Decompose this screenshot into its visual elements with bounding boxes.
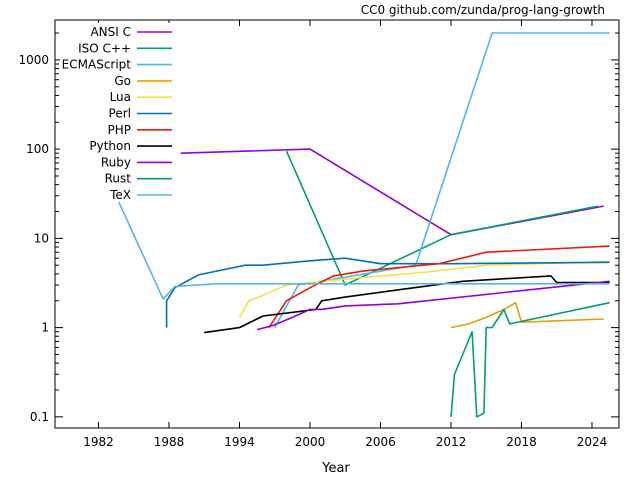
y-tick-label: 10 (34, 231, 49, 245)
legend-label: Python (89, 139, 131, 153)
legend-label: ANSI C (90, 25, 131, 39)
x-tick-label: 2024 (577, 435, 608, 449)
legend-label: ISO C++ (78, 41, 131, 55)
chart-credit: CC0 github.com/zunda/prog-lang-growth (361, 3, 605, 17)
legend-label: Rust (105, 172, 132, 186)
legend-bg (60, 169, 180, 186)
y-tick-label: 0.1 (30, 410, 49, 424)
legend-bg (60, 23, 180, 39)
legend-label: Go (114, 74, 131, 88)
legend-bg (60, 71, 180, 88)
x-tick-label: 1994 (224, 435, 255, 449)
legend: ANSI C ISO C++ ECMAScript Go Lua Perl PHP Pytho… (60, 23, 180, 202)
x-tick-label: 2018 (506, 435, 537, 449)
legend-bg (60, 153, 180, 170)
legend-bg (60, 104, 180, 121)
legend-bg (60, 186, 180, 202)
series-line-tex (97, 157, 610, 300)
legend-label: Ruby (101, 155, 131, 169)
series-line-iso-c- (285, 150, 599, 286)
series-line-go (450, 301, 604, 329)
legend-bg (60, 88, 180, 105)
plot-frame (54, 19, 620, 429)
legend-label: Perl (109, 107, 131, 121)
y-tick-label: 100 (26, 142, 49, 156)
x-axis-label: Year (321, 461, 350, 476)
series-line-ansi-c (180, 148, 604, 236)
series-layer (97, 32, 610, 418)
legend-label: TeX (109, 188, 131, 202)
legend-bg (60, 39, 180, 56)
x-tick-label: 2012 (436, 435, 467, 449)
series-line-php (268, 245, 610, 329)
axes-layer: 1982 1988 1994 2000 2006 2012 2018 2024 0.1 1 10 10… (18, 20, 619, 449)
legend-label: Lua (110, 90, 131, 104)
x-tick-label: 1988 (154, 435, 185, 449)
series-line-python (204, 275, 610, 334)
series-line-perl (165, 257, 610, 328)
x-tick-label: 2006 (365, 435, 396, 449)
x-tick-label: 2000 (295, 435, 326, 449)
legend-bg (60, 55, 180, 72)
legend-bg (60, 120, 180, 137)
series-line-rust (450, 301, 610, 418)
legend-bg (60, 137, 180, 154)
series-line-lua (238, 260, 610, 318)
legend-label: ECMAScript (62, 58, 132, 72)
legend-label: PHP (108, 123, 132, 137)
y-tick-label: 1000 (18, 53, 49, 67)
y-tick-label: 1 (41, 321, 49, 335)
x-tick-label: 1982 (83, 435, 114, 449)
series-line-ruby (256, 280, 610, 331)
